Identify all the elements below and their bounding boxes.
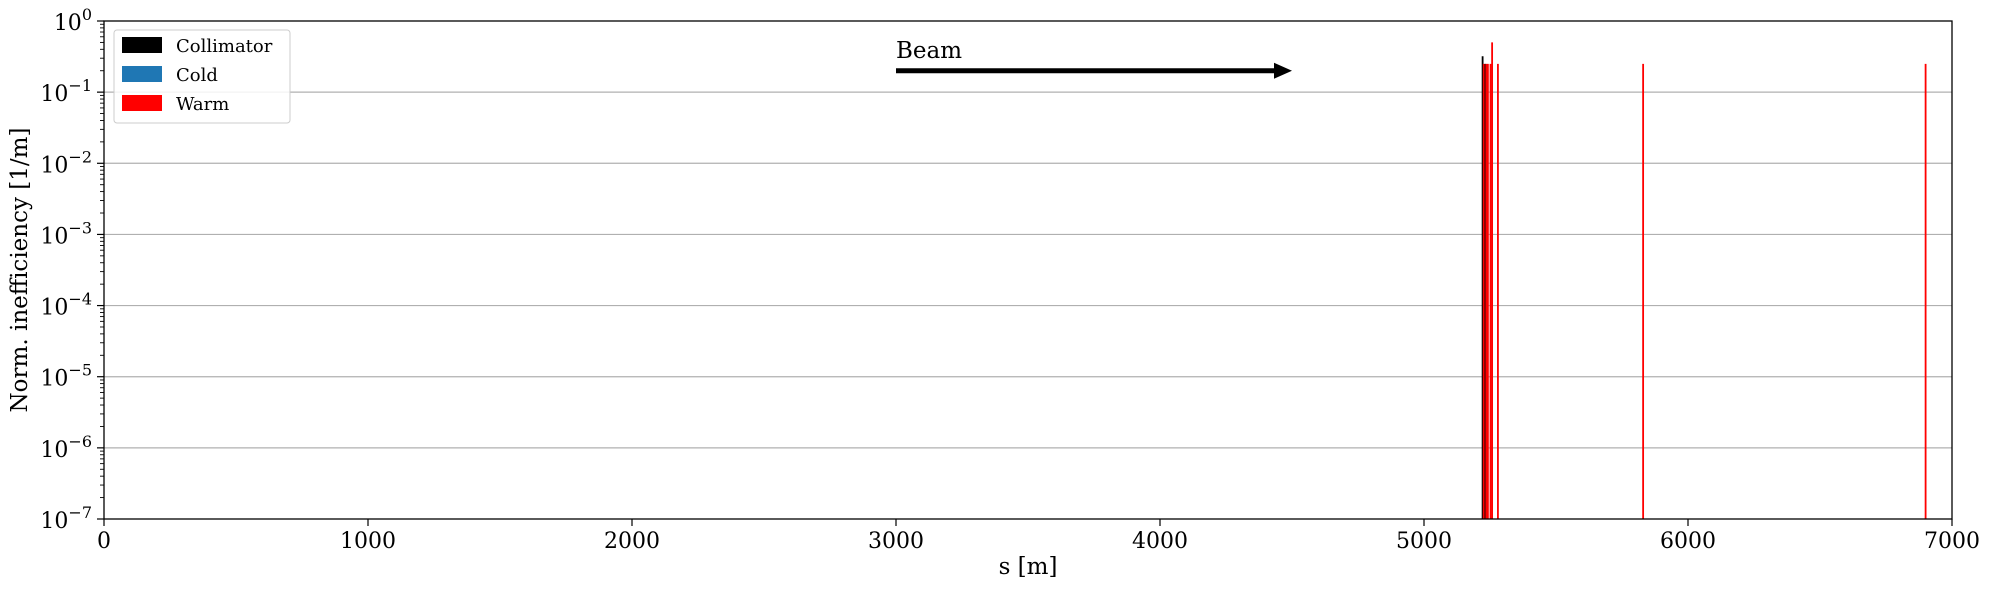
y-tick-label: 10−5 [40,361,92,392]
y-tick-exponent: −7 [68,503,92,522]
y-tick-label: 10−2 [40,147,92,178]
x-tick-label: 3000 [868,529,924,554]
y-tick-label: 10−1 [40,76,92,107]
x-tick-label: 7000 [1924,529,1980,554]
x-axis-title: s [m] [999,554,1058,580]
x-tick-label: 0 [97,529,111,554]
legend-label-cold: Cold [176,65,218,86]
y-axis-title: Norm. inefficiency [1/m] [7,128,33,413]
y-tick-exponent: −2 [68,147,92,166]
beam-annotation: Beam [896,38,1292,79]
y-tick-exponent: 0 [82,5,92,24]
y-tick-base: 10 [40,82,68,107]
y-tick-exponent: −1 [68,76,92,95]
legend-swatch-cold [122,66,162,82]
x-tick-label: 1000 [340,529,396,554]
grid-lines [104,91,1952,449]
y-tick-base: 10 [40,438,68,463]
beam-arrow-head [1274,62,1292,79]
y-tick-base: 10 [40,224,68,249]
y-tick-exponent: −4 [68,290,92,309]
y-tick-base: 10 [40,296,68,321]
plot-frame [103,20,1953,520]
y-tick-exponent: −3 [68,218,92,237]
x-tick-label: 4000 [1132,529,1188,554]
y-tick-base: 10 [40,509,68,534]
beam-label: Beam [896,38,962,64]
y-tick-label: 10−6 [40,432,92,463]
x-tick-label: 5000 [1396,529,1452,554]
legend: Collimator Cold Warm [113,29,291,124]
y-tick-label: 10−3 [40,218,92,249]
legend-label-collimator: Collimator [176,36,273,57]
y-tick-label: 10−7 [40,503,92,534]
legend-swatch-warm [122,95,162,111]
y-tick-label: 100 [54,5,92,36]
legend-swatch-collimator [122,37,162,53]
x-axis: 0 1000 2000 3000 4000 5000 6000 7000 [97,519,1980,554]
y-tick-exponent: −6 [68,432,92,451]
y-tick-label: 10−4 [40,290,92,321]
y-tick-exponent: −5 [68,361,92,380]
y-tick-base: 10 [40,153,68,178]
x-tick-label: 6000 [1660,529,1716,554]
y-tick-base: 10 [54,11,82,36]
legend-label-warm: Warm [176,94,229,115]
y-tick-base: 10 [40,367,68,392]
x-tick-label: 2000 [604,529,660,554]
bar-layer [1481,42,1927,519]
